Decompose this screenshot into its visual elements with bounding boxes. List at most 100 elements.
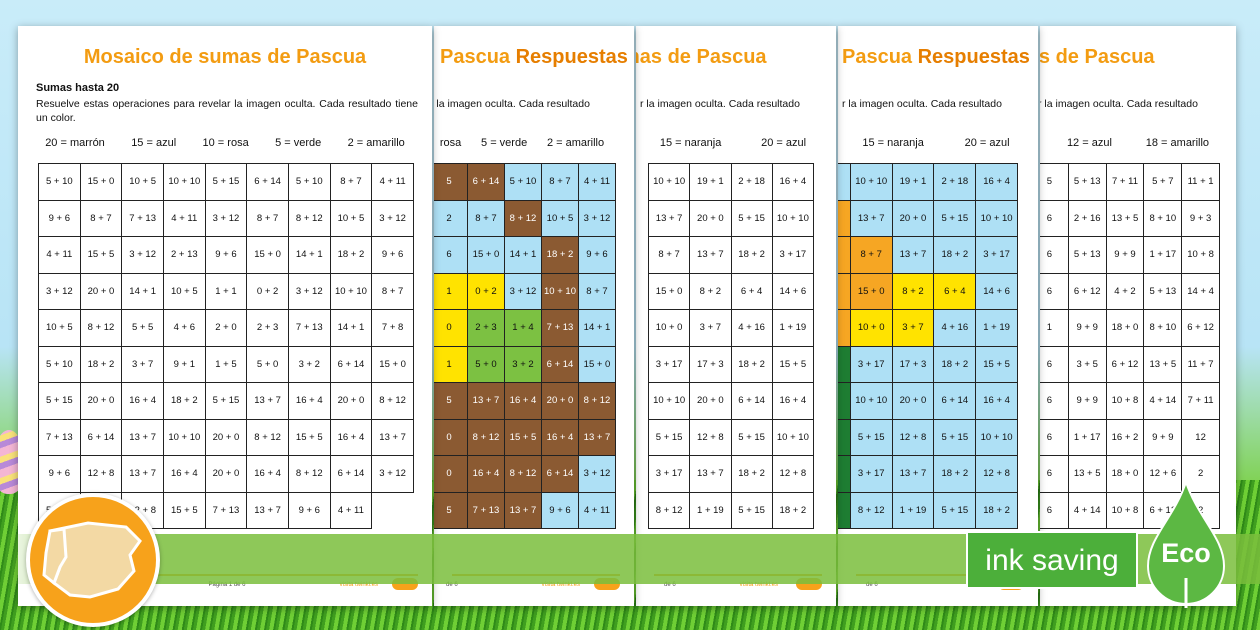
grid-cell: 7 + 13 <box>38 418 81 456</box>
grid-cell: 4 + 16 <box>933 309 977 347</box>
grid-cell: 18 + 2 <box>975 491 1018 529</box>
grid-cell: 7 + 8 <box>371 309 414 347</box>
grid-cell: 15 + 5 <box>79 236 123 274</box>
spain-map-badge <box>26 493 160 627</box>
grid-cell: 7 + 13 <box>467 491 505 529</box>
grid-cell: 11 + 1 <box>1181 163 1220 201</box>
grid-cell: 10 + 5 <box>121 163 164 201</box>
grid-cell: 3 + 17 <box>849 345 893 383</box>
grid-cell: 5 + 13 <box>1067 236 1107 274</box>
grid-cell: 20 + 0 <box>204 418 248 456</box>
grid-cell: 20 + 0 <box>891 199 935 237</box>
page-number: de 6 <box>866 582 878 588</box>
grid-cell: 6 <box>1040 418 1069 456</box>
grid-cell: 10 + 10 <box>849 163 893 201</box>
grid-cell: 10 + 10 <box>329 272 373 310</box>
grid-cell: 13 + 5 <box>1143 345 1183 383</box>
grid-cell: 8 + 2 <box>891 272 935 310</box>
key-item: 2 = amarillo <box>347 137 405 149</box>
grid-cell: 18 + 2 <box>933 455 977 493</box>
grid-cell: 14 + 1 <box>287 236 331 274</box>
grid-cell: 3 + 12 <box>38 272 81 310</box>
grid-cell: 9 + 6 <box>38 199 81 237</box>
grid-row: 3 + 17 17 + 3 18 + 2 15 + 5 <box>647 345 815 383</box>
grid-cell: 10 + 10 <box>541 272 579 310</box>
grid-cell: 10 + 10 <box>647 382 691 420</box>
grid-cell: 2 + 18 <box>730 163 773 201</box>
grid-cell: 10 + 8 <box>1105 491 1145 529</box>
grid-cell: 6 <box>1040 491 1069 529</box>
grid-cell: 0 <box>434 309 468 347</box>
site-link[interactable]: visita twinkl.es <box>339 582 378 588</box>
grid-cell: 6 <box>434 236 468 274</box>
grid-cell: 18 + 2 <box>541 236 579 274</box>
grid-cell: 6 + 12 <box>1181 309 1220 347</box>
grid-cell: 7 + 13 <box>204 491 248 529</box>
grid-cell: 5 + 5 <box>121 309 164 347</box>
grid-cell: 9 + 6 <box>204 236 248 274</box>
key-item: 20 = azul <box>964 137 1010 149</box>
grid-cell: 13 + 7 <box>578 418 616 456</box>
grid-cell: 13 + 5 <box>1067 455 1107 493</box>
grid-cell: 9 + 6 <box>541 491 579 529</box>
grid-cell: 13 + 7 <box>689 455 732 493</box>
grid-cell: 10 + 10 <box>975 199 1018 237</box>
grid-cell: 8 + 12 <box>287 455 331 493</box>
grid-cell: 6 + 14 <box>79 418 123 456</box>
grid-cell: 1 + 1 <box>204 272 248 310</box>
grid-cell: 4 <box>838 163 851 201</box>
grid-cell: 1 + 5 <box>204 345 248 383</box>
grid-cell: 10 + 0 <box>647 309 691 347</box>
grid-cell: 8 + 12 <box>467 418 505 456</box>
grid-cell: 19 + 1 <box>891 163 935 201</box>
site-link[interactable]: visita twinkl.es <box>739 582 778 588</box>
grid-cell: 2 <box>434 199 468 237</box>
grid-cell: 5 + 13 <box>1067 163 1107 201</box>
grid-cell: 15 + 5 <box>504 418 542 456</box>
grid-cell: 13 + 7 <box>371 418 414 456</box>
grid-cell: 18 + 2 <box>730 455 773 493</box>
grid-cell: 1 <box>434 345 468 383</box>
grid-cell: 16 + 4 <box>467 455 505 493</box>
key-item: 12 = azul <box>1066 137 1112 149</box>
grid-cell: 5 + 10 <box>38 345 81 383</box>
grid-cell: 4 + 11 <box>329 491 373 529</box>
grid-cell: 15 + 5 <box>975 345 1018 383</box>
grid-cell: 18 + 2 <box>933 236 977 274</box>
grid-cell: 5 + 10 <box>38 163 81 201</box>
grid-cell: 3 + 12 <box>578 199 616 237</box>
grid-cell: 0 + 2 <box>246 272 289 310</box>
grid-cell: 5 + 10 <box>504 163 542 201</box>
key-item: 15 = naranja <box>862 137 924 149</box>
color-key: 12 = azul 18 = amarillo <box>1050 137 1226 149</box>
grid-cell: 0 <box>838 418 851 456</box>
grid-cell: 8 + 7 <box>329 163 373 201</box>
worksheet-page-5: mas de Pascua r la imagen oculta. Cada r… <box>1040 26 1236 606</box>
grid-cell: 4 + 11 <box>38 236 81 274</box>
grid-cell: 6 <box>1040 199 1069 237</box>
grid-cell: 2 + 3 <box>246 309 289 347</box>
grid-row: 5 + 10 15 + 0 10 + 5 10 + 10 5 + 15 6 + 14 5 +… <box>38 163 414 201</box>
worksheet-page-1: Mosaico de sumas de Pascua Sumas hasta 2… <box>18 26 432 606</box>
key-item: 5 = verde <box>275 137 322 149</box>
grid-cell: 5 + 15 <box>730 491 773 529</box>
site-link[interactable]: visita twinkl.es <box>541 582 580 588</box>
grid-cell: 14 + 1 <box>121 272 164 310</box>
grid-cell: 20 + 0 <box>689 199 732 237</box>
grid-cell: 6 + 12 <box>1105 345 1145 383</box>
grid-cell: 6 + 4 <box>730 272 773 310</box>
eco-drop-icon <box>1146 478 1226 608</box>
grid-cell: 0 <box>838 382 851 420</box>
grid-cell: 15 + 5 <box>287 418 331 456</box>
grid-cell: 7 + 13 <box>121 199 164 237</box>
grid-cell: 3 + 12 <box>504 272 542 310</box>
grid-cell: 10 + 8 <box>1105 382 1145 420</box>
grid-row: 8 + 12 1 + 19 5 + 15 18 + 2 <box>647 491 815 529</box>
